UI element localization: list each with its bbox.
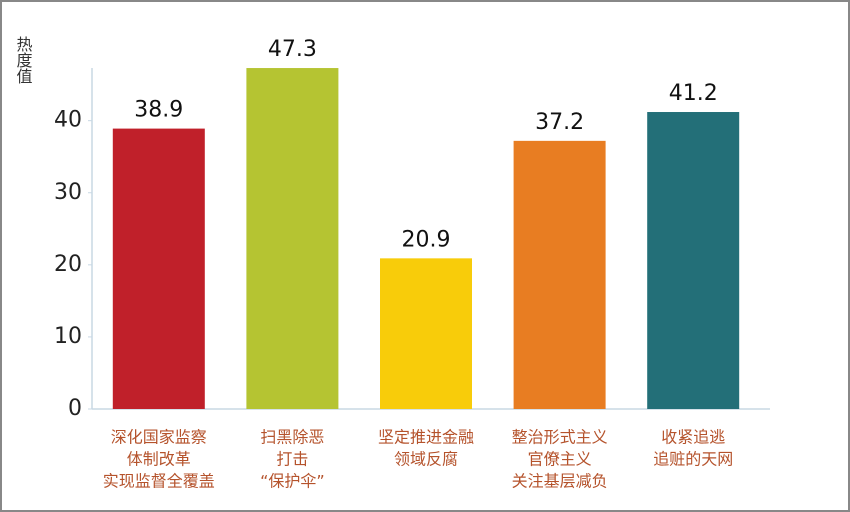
y-tick-label: 0 — [68, 396, 82, 421]
value-label: 41.2 — [669, 81, 718, 106]
x-tick-label: 坚定推进金融 — [378, 428, 474, 447]
x-tick-label: 体制改革 — [127, 450, 191, 469]
x-tick-label: “保护伞” — [260, 472, 325, 491]
x-tick-label: 关注基层减负 — [512, 472, 608, 491]
x-tick-label: 深化国家监察 — [111, 428, 207, 447]
bar — [246, 68, 339, 409]
x-tick-label: 扫黑除恶 — [260, 428, 324, 447]
bar — [380, 258, 472, 409]
bar — [513, 140, 606, 409]
y-tick-label: 20 — [54, 252, 82, 277]
x-tick-label: 官僚主义 — [528, 450, 592, 469]
value-label: 47.3 — [268, 37, 317, 62]
value-label: 38.9 — [134, 98, 183, 123]
value-label: 20.9 — [402, 227, 451, 252]
bar — [112, 128, 205, 410]
x-tick-label: 领域反腐 — [394, 450, 458, 469]
y-tick-label: 30 — [54, 180, 82, 205]
value-label: 37.2 — [535, 110, 584, 135]
x-tick-label: 整治形式主义 — [512, 428, 608, 447]
bar — [647, 112, 740, 410]
x-tick-label: 实现监督全覆盖 — [103, 472, 215, 491]
y-tick-label: 40 — [54, 108, 82, 133]
x-tick-label: 追赃的天网 — [653, 450, 733, 469]
x-tick-label: 打击 — [276, 450, 308, 469]
y-axis-label: 热度值 — [14, 36, 33, 84]
x-tick-label: 收紧追逃 — [661, 428, 725, 447]
y-tick-label: 10 — [54, 324, 82, 349]
